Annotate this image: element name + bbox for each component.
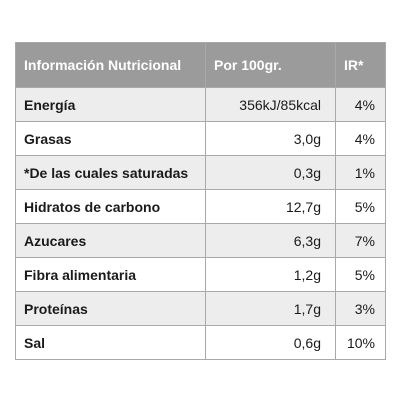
- table-row: Hidratos de carbono 12,7g 5%: [15, 189, 386, 224]
- nutrient-value: 0,3g: [205, 155, 336, 190]
- nutrient-value: 3,0g: [205, 121, 336, 156]
- table-row: Fibra alimentaria 1,2g 5%: [15, 257, 386, 292]
- nutrition-table: Información Nutricional Por 100gr. IR* E…: [15, 42, 386, 360]
- table-body: Energía 356kJ/85kcal 4% Grasas 3,0g 4% *…: [15, 87, 386, 360]
- nutrient-ir: 10%: [335, 325, 386, 360]
- nutrient-ir: 4%: [335, 121, 386, 156]
- nutrient-name: Grasas: [15, 121, 206, 156]
- header-per-100g: Por 100gr.: [205, 42, 336, 88]
- nutrient-ir: 7%: [335, 223, 386, 258]
- nutrient-value: 1,7g: [205, 291, 336, 326]
- nutrient-name: Azucares: [15, 223, 206, 258]
- table-row: Proteínas 1,7g 3%: [15, 291, 386, 326]
- nutrient-value: 12,7g: [205, 189, 336, 224]
- table-header: Información Nutricional Por 100gr. IR*: [15, 42, 386, 88]
- table-row: Sal 0,6g 10%: [15, 325, 386, 360]
- nutrient-value: 1,2g: [205, 257, 336, 292]
- table-row: Grasas 3,0g 4%: [15, 121, 386, 156]
- table-row: *De las cuales saturadas 0,3g 1%: [15, 155, 386, 190]
- nutrient-ir: 3%: [335, 291, 386, 326]
- nutrient-value: 356kJ/85kcal: [205, 87, 336, 122]
- table-row: Azucares 6,3g 7%: [15, 223, 386, 258]
- nutrient-ir: 5%: [335, 257, 386, 292]
- nutrient-ir: 5%: [335, 189, 386, 224]
- header-nutrition-info: Información Nutricional: [15, 42, 206, 88]
- nutrient-value: 0,6g: [205, 325, 336, 360]
- nutrient-name: *De las cuales saturadas: [15, 155, 206, 190]
- nutrient-name: Fibra alimentaria: [15, 257, 206, 292]
- nutrient-name: Hidratos de carbono: [15, 189, 206, 224]
- nutrient-name: Energía: [15, 87, 206, 122]
- header-ir: IR*: [335, 42, 386, 88]
- nutrient-value: 6,3g: [205, 223, 336, 258]
- nutrient-name: Sal: [15, 325, 206, 360]
- nutrient-name: Proteínas: [15, 291, 206, 326]
- nutrient-ir: 4%: [335, 87, 386, 122]
- header-row: Información Nutricional Por 100gr. IR*: [15, 42, 386, 88]
- nutrient-ir: 1%: [335, 155, 386, 190]
- table-row: Energía 356kJ/85kcal 4%: [15, 87, 386, 122]
